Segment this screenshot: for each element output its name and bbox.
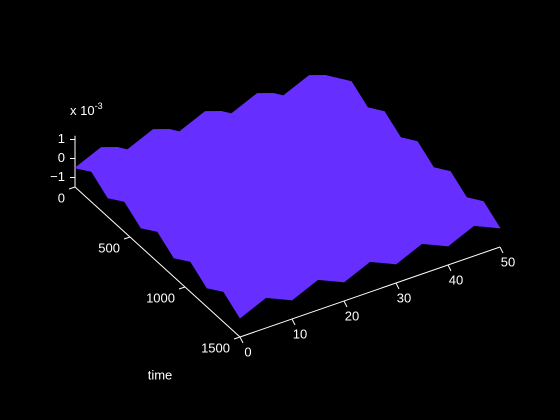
x-tick-label: 50 <box>501 254 515 269</box>
x-tick-label: 10 <box>293 326 307 341</box>
time-tick <box>68 186 76 190</box>
time-tick <box>178 286 186 290</box>
x-tick <box>447 264 452 272</box>
x-tick-label: 30 <box>397 290 411 305</box>
x-axis <box>239 246 501 338</box>
x-tick <box>395 282 400 290</box>
z-tick-label: 0 <box>58 150 65 165</box>
time-tick <box>123 236 131 240</box>
time-tick <box>233 336 241 340</box>
x-tick <box>343 300 348 308</box>
z-tick-label: −1 <box>50 169 65 184</box>
x-tick <box>499 246 504 254</box>
z-exponent-power: -3 <box>95 101 103 111</box>
time-tick-label: 1000 <box>146 290 175 305</box>
x-tick <box>291 318 296 326</box>
x-tick <box>239 336 244 344</box>
time-tick-label: 0 <box>58 190 65 205</box>
x-tick-label: 20 <box>345 308 359 323</box>
x-tick-label: 0 <box>244 344 251 359</box>
time-tick-label: 1500 <box>201 340 230 355</box>
z-exponent-base: x 10 <box>70 103 95 118</box>
z-exponent: x 10-3 <box>70 101 103 118</box>
surface-patch <box>223 266 267 319</box>
z-tick-label: 1 <box>58 131 65 146</box>
time-axis <box>74 186 241 338</box>
x-tick-label: 40 <box>449 272 463 287</box>
time-axis-label: time <box>148 367 173 382</box>
time-tick-label: 500 <box>98 240 120 255</box>
